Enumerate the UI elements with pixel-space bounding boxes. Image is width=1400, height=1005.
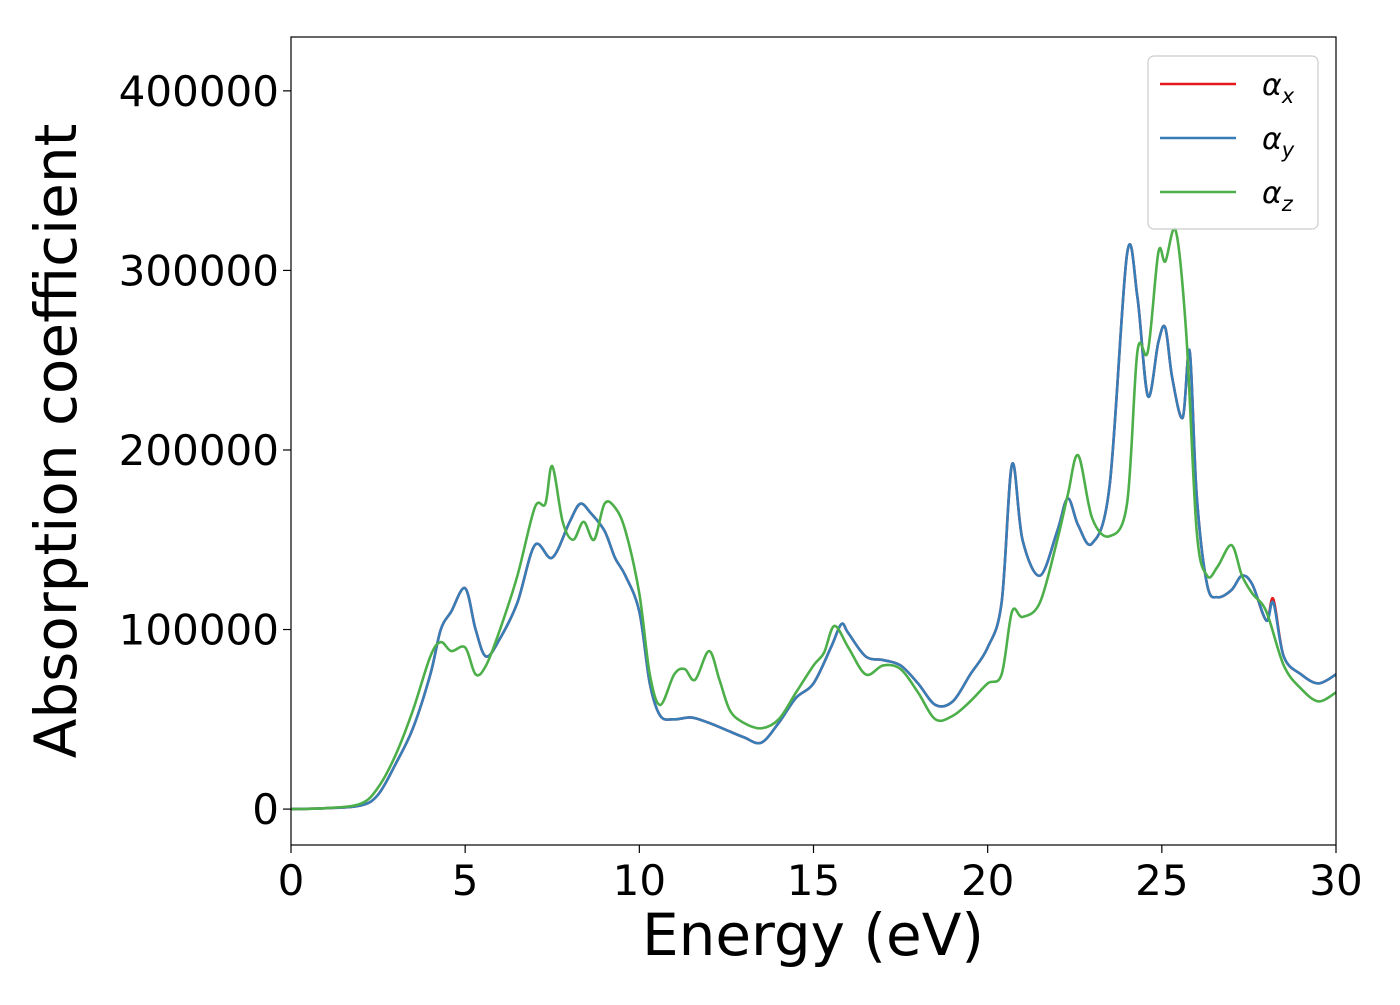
series-line-alpha-y	[291, 243, 1336, 811]
series-layer	[291, 227, 1336, 811]
legend-label-symbol: α	[1262, 68, 1282, 103]
y-tick-label: 400000	[119, 67, 279, 116]
y-tick-label: 200000	[119, 426, 279, 475]
x-tick-label: 25	[1135, 856, 1188, 905]
y-tick-label: 100000	[119, 606, 279, 655]
x-tick-label: 15	[787, 856, 840, 905]
legend-label-alpha-z: αz	[1262, 176, 1294, 216]
y-axis-title: Absorption coefficient	[22, 124, 90, 759]
x-axis-title: Energy (eV)	[642, 901, 984, 969]
x-tick-label: 0	[278, 856, 305, 905]
y-axis: 0 100000 200000 300000 400000	[119, 67, 291, 834]
legend-label-symbol: α	[1262, 122, 1282, 157]
x-tick-label: 20	[961, 856, 1014, 905]
legend-label-alpha-y: αy	[1262, 122, 1295, 162]
legend-label-alpha-x: αx	[1262, 68, 1295, 108]
legend-label-subscript: y	[1281, 138, 1295, 162]
legend-label-subscript: x	[1281, 84, 1295, 108]
series-line-alpha-z	[291, 227, 1336, 811]
y-tick-label: 0	[252, 785, 279, 834]
legend-label-subscript: z	[1281, 192, 1294, 216]
x-axis: 0 5 10 15 20 25 30	[278, 845, 1363, 905]
x-tick-label: 30	[1309, 856, 1362, 905]
legend-label-symbol: α	[1262, 176, 1282, 211]
legend-box	[1147, 55, 1319, 230]
y-tick-label: 300000	[119, 246, 279, 295]
x-tick-label: 5	[452, 856, 479, 905]
x-tick-label: 10	[613, 856, 666, 905]
